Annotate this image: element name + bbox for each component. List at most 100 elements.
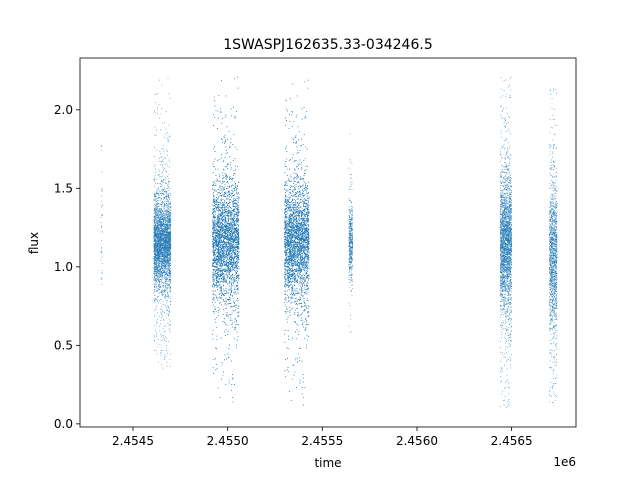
- data-point: [164, 280, 166, 282]
- data-point: [168, 285, 170, 287]
- data-point: [162, 175, 164, 177]
- data-point: [164, 240, 166, 242]
- data-point: [165, 234, 167, 236]
- data-point: [164, 298, 166, 300]
- data-point: [155, 300, 157, 302]
- data-point: [165, 257, 167, 259]
- data-point: [162, 240, 163, 241]
- data-point: [158, 208, 160, 209]
- data-point: [160, 244, 162, 246]
- data-point: [169, 225, 171, 227]
- data-point: [158, 271, 159, 273]
- data-point: [168, 319, 170, 321]
- data-point: [157, 280, 159, 281]
- data-point: [167, 242, 168, 244]
- data-point: [168, 264, 169, 266]
- data-point: [166, 230, 168, 232]
- data-point: [153, 286, 155, 287]
- data-point: [167, 234, 168, 236]
- data-point: [165, 196, 167, 198]
- data-point: [154, 258, 156, 260]
- data-point: [162, 311, 164, 313]
- data-point: [153, 271, 155, 272]
- data-point: [161, 264, 163, 266]
- data-point: [165, 183, 167, 184]
- data-point: [159, 213, 161, 215]
- data-point: [164, 238, 166, 240]
- data-point: [168, 238, 170, 239]
- data-point: [157, 207, 158, 209]
- data-point: [168, 232, 169, 234]
- data-point: [156, 270, 158, 271]
- data-point: [165, 229, 166, 230]
- data-point: [169, 225, 170, 227]
- data-point: [170, 257, 171, 259]
- data-point: [159, 229, 160, 231]
- data-point: [161, 228, 163, 230]
- data-point: [161, 234, 162, 236]
- data-point: [155, 227, 157, 229]
- data-point: [162, 238, 163, 240]
- data-point: [156, 226, 157, 228]
- data-point: [156, 249, 158, 251]
- data-point: [168, 180, 170, 182]
- data-point: [164, 253, 165, 255]
- data-point: [163, 264, 165, 266]
- data-point: [157, 242, 158, 244]
- data-point: [156, 263, 157, 265]
- data-point: [169, 204, 171, 206]
- data-point: [168, 275, 169, 276]
- data-point: [162, 269, 163, 271]
- data-point: [157, 220, 159, 222]
- data-point: [158, 196, 160, 198]
- data-point: [165, 213, 167, 215]
- data-point: [169, 279, 171, 281]
- data-point: [169, 258, 171, 260]
- data-point: [154, 134, 155, 136]
- data-point: [167, 245, 169, 247]
- data-point: [167, 310, 168, 311]
- data-point: [161, 216, 162, 217]
- data-point: [168, 186, 169, 187]
- data-point: [169, 264, 171, 265]
- data-point: [168, 240, 170, 241]
- data-point: [166, 200, 168, 202]
- data-point: [155, 272, 157, 274]
- data-point: [167, 196, 169, 198]
- data-point: [166, 237, 168, 239]
- data-point: [166, 236, 168, 237]
- data-point: [165, 277, 167, 279]
- data-point: [161, 232, 163, 234]
- data-point: [156, 276, 157, 278]
- data-point: [161, 263, 163, 264]
- data-point: [165, 227, 167, 229]
- data-point: [159, 240, 161, 242]
- data-point: [156, 226, 158, 228]
- data-point: [168, 233, 170, 235]
- data-point: [156, 233, 157, 234]
- data-point: [160, 214, 162, 216]
- data-point: [158, 235, 159, 237]
- data-point: [161, 280, 162, 282]
- data-point: [162, 218, 164, 220]
- data-point: [167, 255, 169, 256]
- data-point: [101, 205, 103, 206]
- data-point: [165, 196, 167, 198]
- data-point: [165, 215, 167, 217]
- data-point: [156, 223, 158, 225]
- data-point: [167, 204, 169, 206]
- data-point: [169, 224, 170, 226]
- data-point: [164, 354, 166, 356]
- data-point: [165, 206, 167, 207]
- data-point: [101, 252, 103, 254]
- data-point: [165, 210, 166, 212]
- data-point: [158, 255, 160, 256]
- data-point: [163, 250, 165, 252]
- data-point: [153, 216, 155, 218]
- data-point: [165, 199, 167, 200]
- data-point: [166, 138, 168, 140]
- data-point: [155, 193, 156, 195]
- data-point: [157, 217, 159, 219]
- data-point: [169, 275, 171, 277]
- data-point: [155, 220, 157, 221]
